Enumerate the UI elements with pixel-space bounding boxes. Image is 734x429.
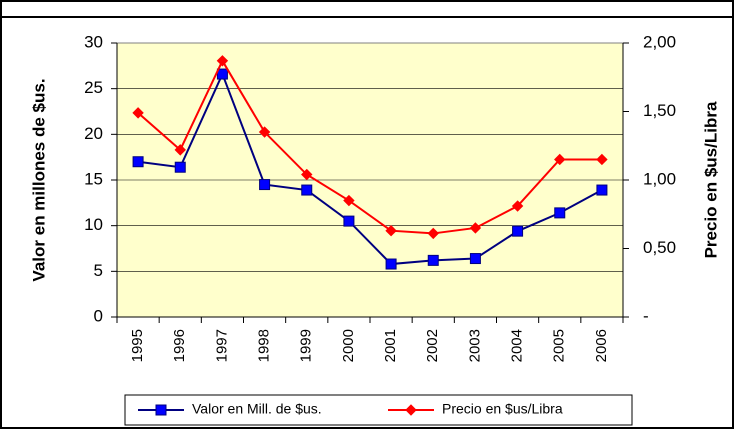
series-line	[137, 71, 603, 266]
marker	[554, 207, 566, 219]
x-tick-label: 2002	[424, 329, 441, 362]
x-tick-label: 2000	[340, 329, 357, 362]
marker	[385, 224, 397, 237]
x-tick-label: 2006	[593, 329, 610, 362]
x-tick-label: 1999	[298, 329, 315, 362]
x-tick-label: 1997	[213, 329, 230, 362]
marker	[259, 179, 271, 191]
marker	[512, 225, 524, 237]
marker	[427, 227, 439, 240]
marker	[554, 153, 566, 166]
x-tick-label: 2003	[466, 329, 483, 362]
y-tick-label: 20	[84, 124, 103, 143]
y-tick-label: 30	[84, 32, 103, 51]
y2-tick-label: 1,00	[643, 169, 676, 188]
marker	[174, 161, 186, 173]
legend	[124, 394, 633, 426]
marker	[385, 258, 397, 270]
y-tick-label: 0	[94, 306, 103, 325]
marker	[343, 215, 355, 227]
marker	[469, 222, 482, 234]
y2-tick-label: 0,50	[643, 238, 676, 257]
series-line	[137, 58, 602, 235]
marker	[132, 156, 144, 168]
y-tick-label: 10	[84, 215, 103, 234]
y-tick-label: 5	[94, 261, 103, 280]
marker	[155, 404, 167, 416]
top-bar	[0, 0, 734, 18]
y2-tick-label: 2,00	[643, 32, 676, 51]
marker	[216, 55, 229, 67]
marker	[343, 194, 355, 207]
marker	[132, 107, 144, 119]
y-tick-label: 15	[84, 169, 103, 188]
x-tick-label: 2001	[382, 329, 399, 362]
x-tick-label: 2005	[551, 329, 568, 362]
x-tick-label: 2004	[509, 329, 526, 362]
marker	[174, 144, 186, 156]
x-tick-label: 1998	[256, 329, 273, 362]
marker	[427, 254, 439, 266]
marker	[511, 200, 524, 212]
marker	[258, 126, 271, 138]
marker	[596, 184, 608, 196]
marker	[216, 68, 228, 80]
y-tick-label: 25	[84, 78, 103, 97]
legend-label: Precio en $us/Libra	[442, 401, 563, 417]
marker	[405, 404, 417, 416]
y2-tick-label: -	[643, 306, 649, 325]
marker	[301, 168, 313, 181]
x-tick-label: 1995	[129, 329, 146, 362]
marker	[301, 184, 313, 196]
marker	[596, 153, 608, 166]
y2-axis-label: Precio en $us/Libra	[701, 101, 720, 258]
legend-label: Valor en Mill. de $us.	[192, 401, 322, 417]
y2-tick-label: 1,50	[643, 101, 676, 120]
y-axis-label: Valor en millones de $us.	[29, 78, 48, 281]
marker	[469, 253, 481, 265]
x-tick-label: 1996	[171, 329, 188, 362]
